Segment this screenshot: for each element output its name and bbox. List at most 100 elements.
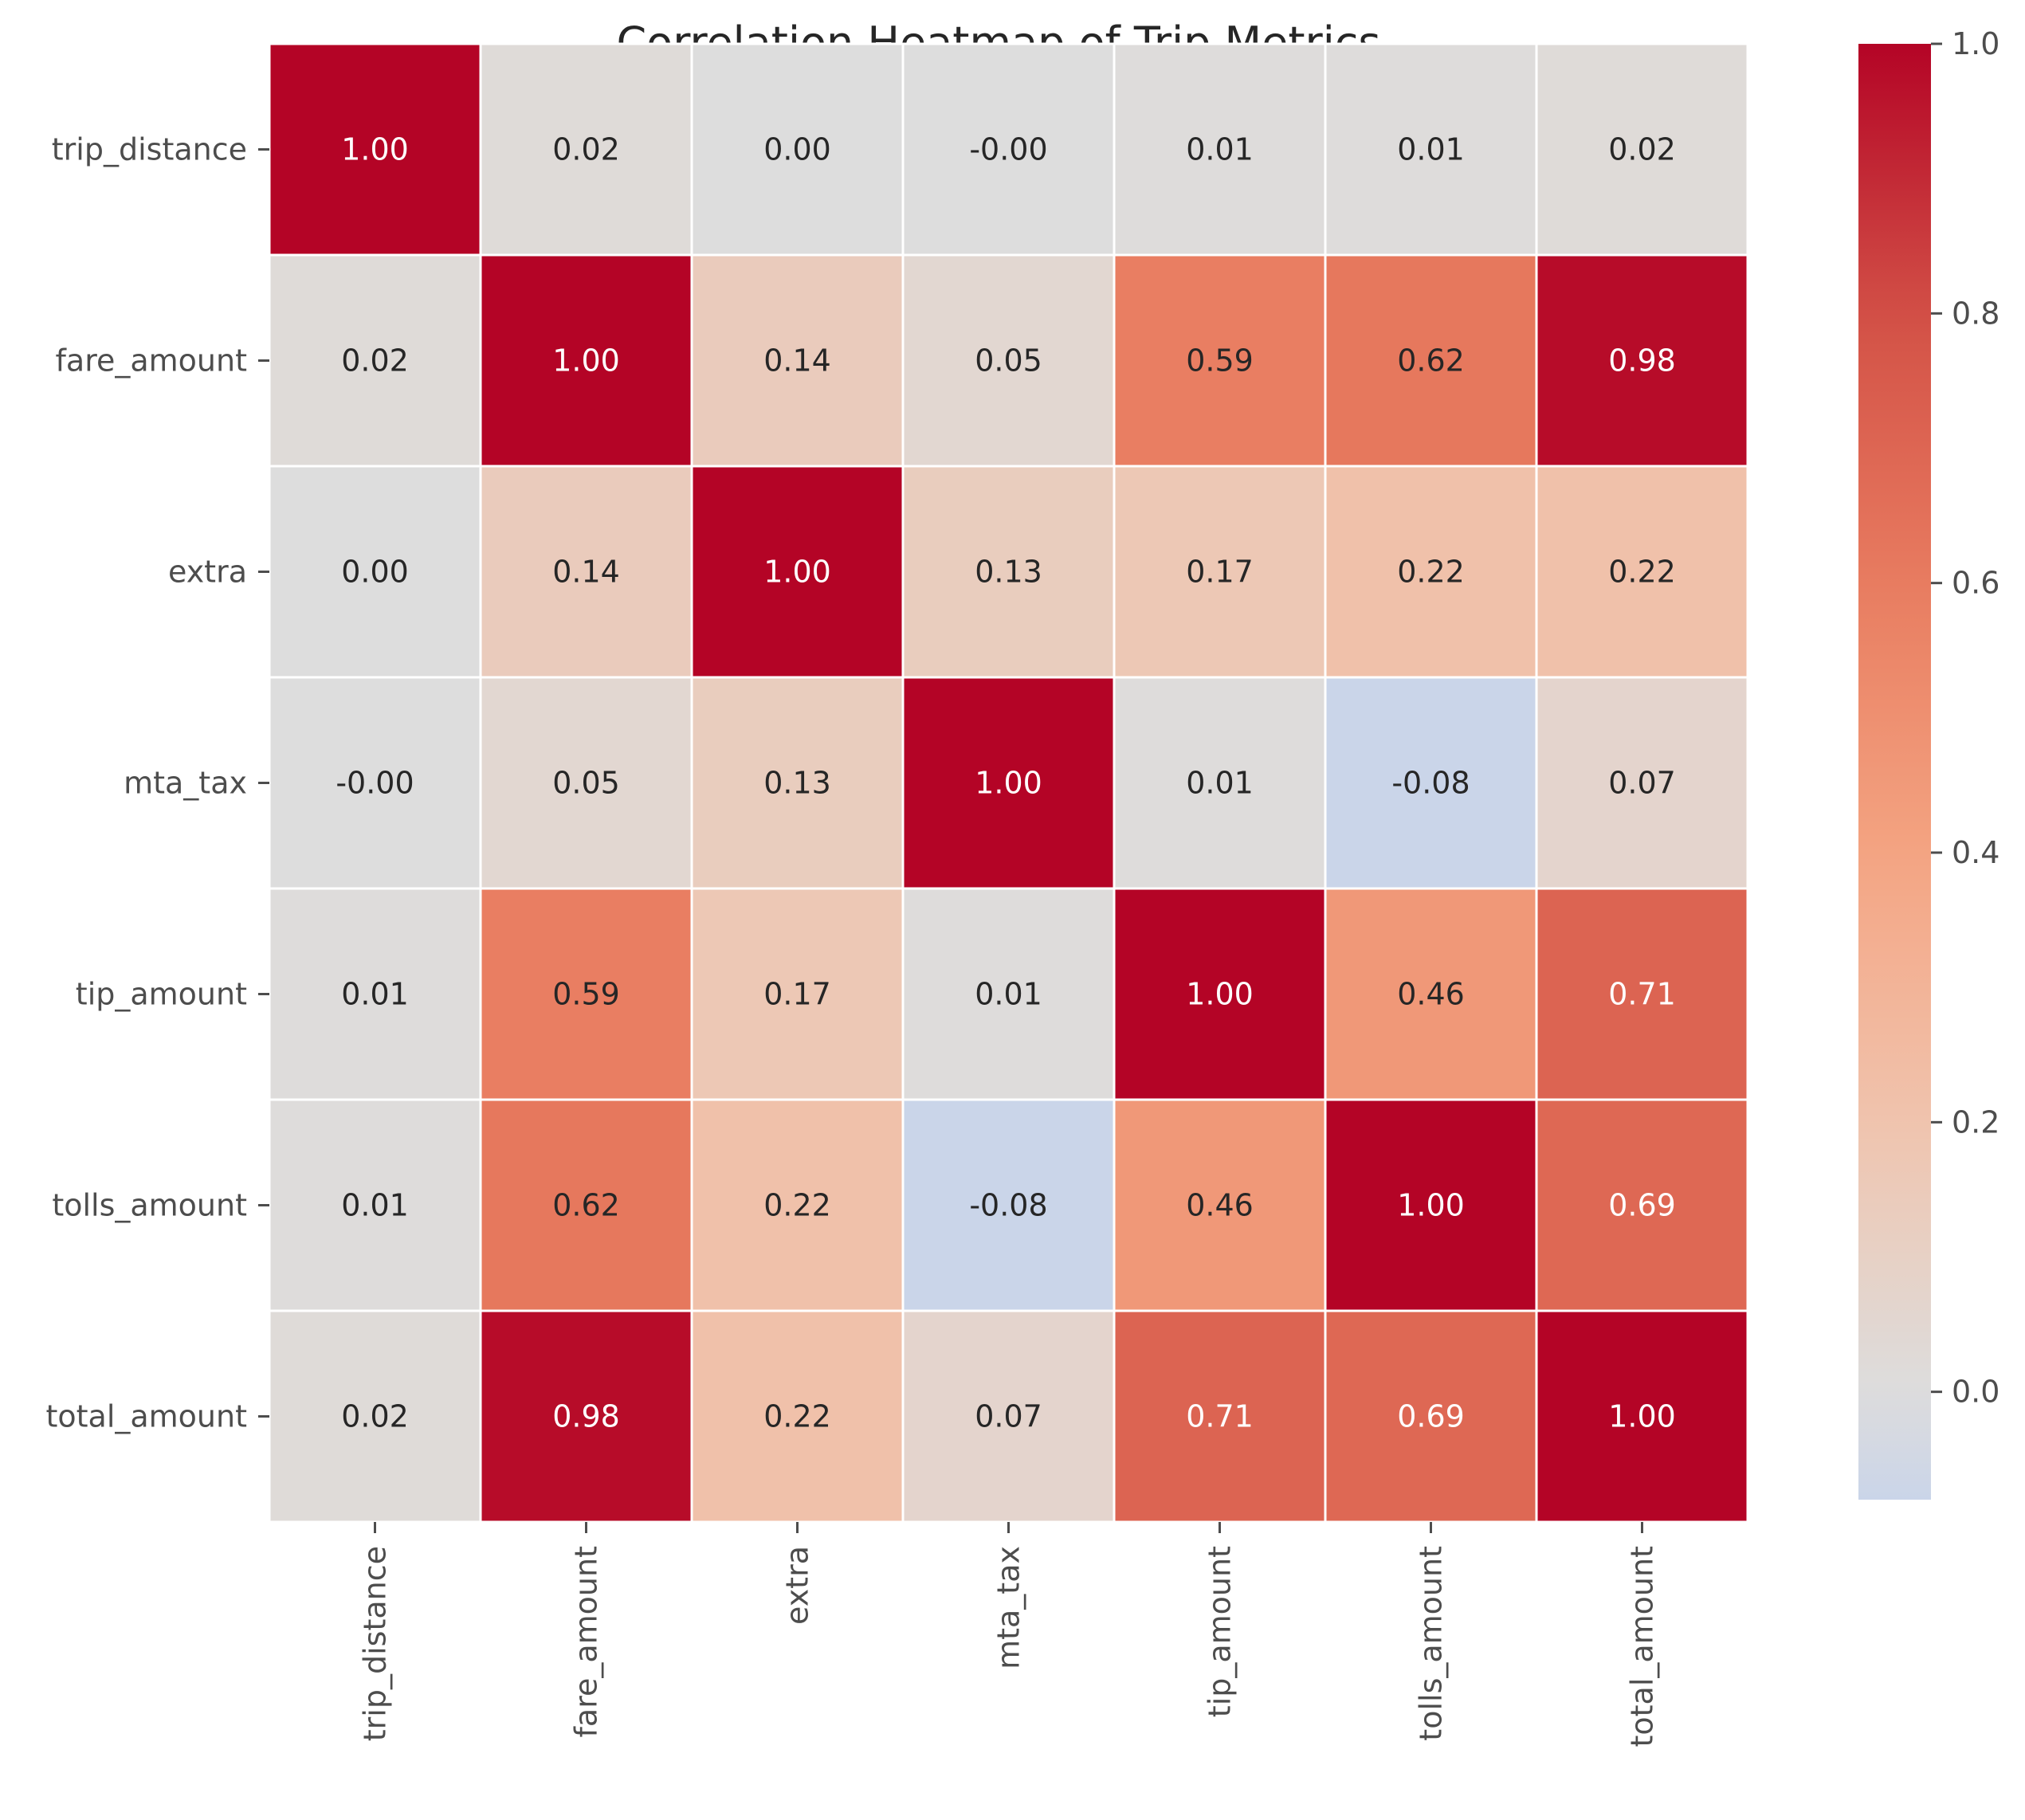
cell-value-label: 0.14 [552,555,620,590]
cell-value-label: 0.59 [552,977,620,1012]
cell-value-label: 0.17 [1186,555,1254,590]
y-tick-label: trip_distance [52,132,247,167]
heatmap-cell [268,465,482,679]
heatmap-cell [1535,887,1749,1101]
heatmap-cell [690,887,905,1101]
cell-value-label: -0.08 [969,1188,1047,1223]
y-tick-label: tolls_amount [52,1188,247,1223]
heatmap-cell [690,42,905,257]
x-tick-label: total_amount [1625,1546,1660,1747]
heatmap-cell [268,42,482,257]
cell-value-label: 0.01 [1186,766,1254,801]
cell-value-label: 0.01 [975,977,1042,1012]
cell-value-label: 1.00 [341,132,409,167]
heatmap-cell [268,1098,482,1312]
cell-value-label: 0.02 [1608,132,1676,167]
cell-value-label: 1.00 [552,343,620,379]
heatmap-cell [1324,1098,1538,1312]
heatmap-cell [479,253,693,468]
cell-value-label: 0.46 [1397,977,1465,1012]
x-tick-label: tip_amount [1203,1546,1238,1717]
heatmap-cell [1324,465,1538,679]
cell-value-label: 0.02 [341,343,409,379]
cell-value-label: 0.62 [552,1188,620,1223]
cell-value-label: -0.00 [336,766,414,801]
cell-value-label: 0.01 [1397,132,1465,167]
colorbar-tick-label: 0.8 [1952,296,1999,331]
cell-value-label: 0.46 [1186,1188,1254,1223]
cell-value-label: 0.13 [975,555,1042,590]
cell-value-label: 0.01 [1186,132,1254,167]
cell-value-label: 0.71 [1186,1399,1254,1434]
cell-value-label: 0.22 [1608,555,1676,590]
cell-value-label: 0.05 [552,766,620,801]
x-tick-label: extra [780,1546,815,1625]
cell-value-label: 1.00 [1397,1188,1465,1223]
cell-value-label: 0.05 [975,343,1042,379]
heatmap-cell [1113,253,1327,468]
heatmap-cell [901,465,1116,679]
cell-value-label: 0.22 [763,1188,831,1223]
y-tick-label: mta_tax [124,766,247,801]
y-tick-label: extra [168,555,247,590]
heatmap-cell [901,42,1116,257]
cell-value-label: 1.00 [975,766,1042,801]
heatmap-cell [1535,465,1749,679]
cell-value-label: 0.14 [763,343,831,379]
cell-value-label: 0.69 [1608,1188,1676,1223]
heatmap-cell [1535,1098,1749,1312]
heatmap-cell [1324,253,1538,468]
heatmap-cell [690,465,905,679]
colorbar: 0.0 0.2 0.4 0.6 0.8 1.0 [1858,26,1999,1500]
cell-value-label: 0.17 [763,977,831,1012]
heatmap-cell [268,1309,482,1524]
heatmap-cell [479,676,693,890]
colorbar-tick-label: 0.6 [1952,566,1999,601]
cell-value-label: 0.07 [1608,766,1676,801]
cell-value-label: 0.00 [763,132,831,167]
heatmap-cell [1324,1309,1538,1524]
heatmap-cell [479,465,693,679]
x-tick-label: tolls_amount [1414,1546,1449,1741]
cell-value-label: 0.02 [341,1399,409,1434]
heatmap-cell [901,676,1116,890]
colorbar-tick-label: 0.4 [1952,835,1999,870]
cell-value-label: 0.62 [1397,343,1465,379]
cell-value-label: 0.13 [763,766,831,801]
heatmap-cell [690,1309,905,1524]
heatmap-cell [1535,42,1749,257]
x-tick-label: trip_distance [358,1546,393,1741]
y-tick-label: fare_amount [56,343,247,379]
colorbar-tick-label: 0.2 [1952,1104,1999,1139]
cell-value-label: 0.59 [1186,343,1254,379]
cell-value-label: -0.08 [1391,766,1470,801]
heatmap-cell [901,1098,1116,1312]
y-tick-label: total_amount [45,1399,247,1434]
y-tick-label: tip_amount [76,977,247,1012]
cell-value-label: 0.22 [763,1399,831,1434]
colorbar-gradient [1858,44,1931,1500]
cell-value-label: 0.69 [1397,1399,1465,1434]
heatmap-cell [268,676,482,890]
heatmap-cell [479,887,693,1101]
x-axis: trip_distance fare_amount extra mta_tax tip_… [358,1522,1660,1747]
cell-value-label: 0.98 [552,1399,620,1434]
cell-value-label: 0.22 [1397,555,1465,590]
x-tick-label: fare_amount [569,1546,604,1737]
heatmap-cell [1113,887,1327,1101]
heatmap-cell [1535,676,1749,890]
heatmap-cell [268,887,482,1101]
heatmap-cell [1113,676,1327,890]
heatmap-cell [690,676,905,890]
heatmap-cell [1535,1309,1749,1524]
cell-value-label: 1.00 [1186,977,1254,1012]
cell-value-label: 0.01 [341,1188,409,1223]
heatmap-cell [1324,887,1538,1101]
heatmap-cell [690,1098,905,1312]
colorbar-tick-label: 1.0 [1952,26,1999,61]
x-tick-label: mta_tax [991,1546,1026,1669]
cell-value-label: 0.07 [975,1399,1042,1434]
heatmap-cell [690,253,905,468]
